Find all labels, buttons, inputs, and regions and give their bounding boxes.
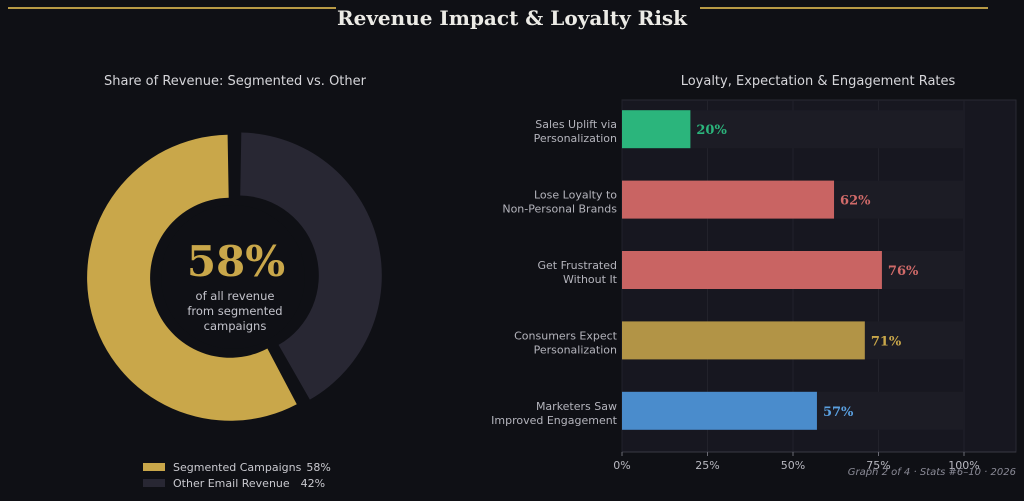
donut-center-value: 58%: [187, 237, 285, 286]
bar-3: [622, 251, 882, 289]
bar-chart-title: Loyalty, Expectation & Engagement Rates: [680, 74, 956, 89]
bar-5: [622, 391, 817, 430]
donut-center-caption-line: from segmented: [187, 304, 282, 318]
bar-x-tick-label: 50%: [781, 459, 805, 472]
donut-chart-title: Share of Revenue: Segmented vs. Other: [104, 74, 366, 89]
bar-4: [622, 321, 865, 360]
bar-value-label: 62%: [840, 194, 871, 209]
legend-swatch-segmented: [143, 463, 165, 471]
legend-label-other: Other Email Revenue: [173, 476, 290, 490]
bar-category-label: Lose Loyalty to: [534, 189, 617, 202]
bar-x-tick-label: 0%: [613, 459, 630, 472]
page-title: Revenue Impact & Loyalty Risk: [336, 6, 688, 30]
legend-entry-other[interactable]: Other Email Revenue 42%: [143, 475, 331, 491]
bar-category-label: Non-Personal Brands: [502, 203, 617, 216]
legend-label-segmented: Segmented Campaigns: [173, 460, 302, 474]
donut-center-caption-line: campaigns: [204, 319, 267, 333]
title-background-mask: [336, 2, 700, 32]
bar-x-tick-label: 100%: [948, 459, 979, 472]
bar-category-label: Improved Engagement: [491, 414, 618, 427]
bar-category-label: Get Frustrated: [538, 259, 618, 272]
footer-caption: Graph 2 of 4 · Stats #6–10 · 2026: [847, 467, 1016, 478]
bar-category-label: Marketers Saw: [536, 400, 617, 413]
donut-slice-other: [240, 132, 382, 400]
bar-category-label: Consumers Expect: [514, 329, 618, 342]
legend-value-other: 42%: [300, 476, 326, 490]
bar-value-label: 76%: [888, 264, 919, 279]
legend-value-segmented: 58%: [306, 460, 331, 474]
bar-category-label: Without It: [563, 273, 618, 286]
bar-value-label: 71%: [871, 334, 902, 349]
bar-x-tick-label: 25%: [695, 459, 719, 472]
legend-entry-segmented[interactable]: Segmented Campaigns 58%: [143, 459, 331, 475]
legend-swatch-other: [143, 479, 165, 487]
bar-category-label: Personalization: [534, 132, 617, 145]
donut-center-caption-line: of all revenue: [196, 289, 275, 303]
bar-category-label: Sales Uplift via: [535, 118, 617, 131]
bar-x-tick-label: 75%: [866, 459, 890, 472]
donut-slice-segmented: [87, 134, 297, 421]
bar-value-label: 57%: [823, 405, 854, 420]
bar-1: [622, 110, 691, 149]
bar-2: [622, 180, 835, 219]
donut-legend: Segmented Campaigns 58% Other Email Reve…: [143, 459, 331, 491]
donut-hole: [161, 205, 305, 349]
bar-category-label: Personalization: [534, 343, 617, 356]
bar-value-label: 20%: [696, 123, 727, 138]
